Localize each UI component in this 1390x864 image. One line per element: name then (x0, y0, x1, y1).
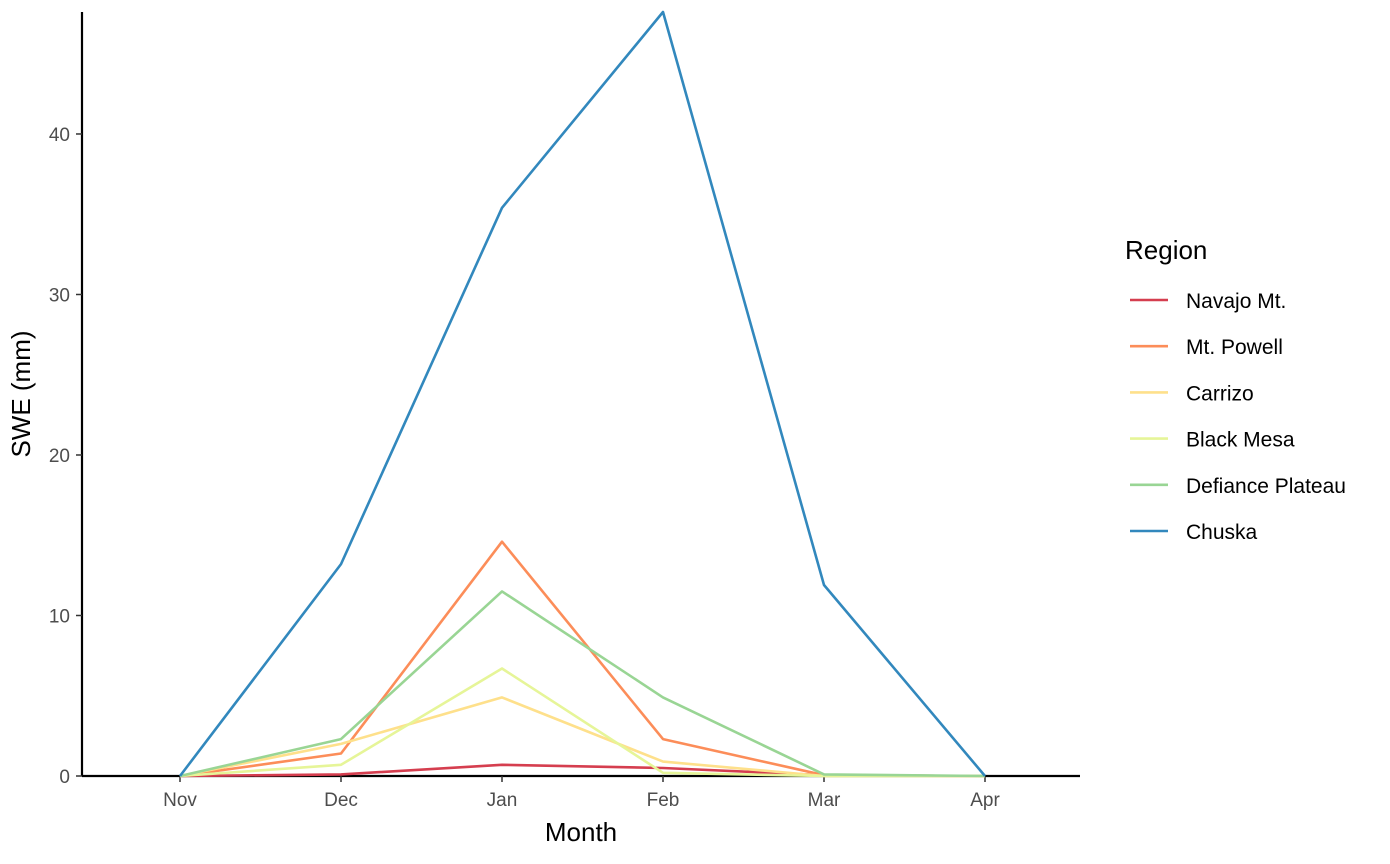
y-tick-label: 30 (49, 285, 70, 306)
legend-item: Carrizo (1130, 382, 1254, 405)
legend-label: Black Mesa (1186, 429, 1295, 452)
y-tick-label: 20 (49, 446, 70, 467)
y-axis: 0 10 20 30 40 (49, 12, 84, 788)
legend: Region Navajo Mt. Mt. Powell Carrizo Black … (1125, 235, 1346, 544)
legend-item: Chuska (1130, 521, 1258, 544)
legend-item: Mt. Powell (1130, 336, 1283, 359)
legend-label: Carrizo (1186, 382, 1254, 405)
x-tick-label: Jan (487, 790, 518, 811)
legend-label: Navajo Mt. (1186, 290, 1286, 313)
series-line (179, 696, 985, 778)
x-tick-label: Dec (324, 790, 358, 811)
x-axis: Nov Dec Jan Feb Mar Apr (82, 774, 1080, 811)
plot-area: 0 10 20 30 40 Nov Dec Jan Feb Mar Apr (49, 10, 1080, 811)
y-tick-label: 10 (49, 606, 70, 627)
legend-item: Defiance Plateau (1130, 475, 1346, 498)
y-tick-label: 40 (49, 125, 70, 146)
series-line (179, 667, 985, 778)
y-tick-label: 0 (59, 767, 70, 788)
x-tick-label: Mar (808, 790, 841, 811)
series-line (178, 10, 986, 777)
legend-item: Navajo Mt. (1130, 290, 1286, 313)
legend-title: Region (1125, 235, 1207, 265)
legend-item: Black Mesa (1130, 429, 1295, 452)
legend-items: Navajo Mt. Mt. Powell Carrizo Black Mesa Def… (1130, 290, 1346, 544)
legend-label: Mt. Powell (1186, 336, 1283, 359)
series-lines (178, 10, 986, 778)
series-line (179, 540, 986, 778)
legend-label: Defiance Plateau (1186, 475, 1346, 498)
x-tick-label: Nov (163, 790, 197, 811)
legend-label: Chuska (1186, 521, 1258, 544)
x-tick-label: Feb (647, 790, 680, 811)
y-axis-title: SWE (mm) (6, 330, 36, 457)
x-axis-title: Month (545, 817, 617, 847)
x-tick-label: Apr (970, 790, 1000, 811)
series-line (179, 590, 986, 778)
